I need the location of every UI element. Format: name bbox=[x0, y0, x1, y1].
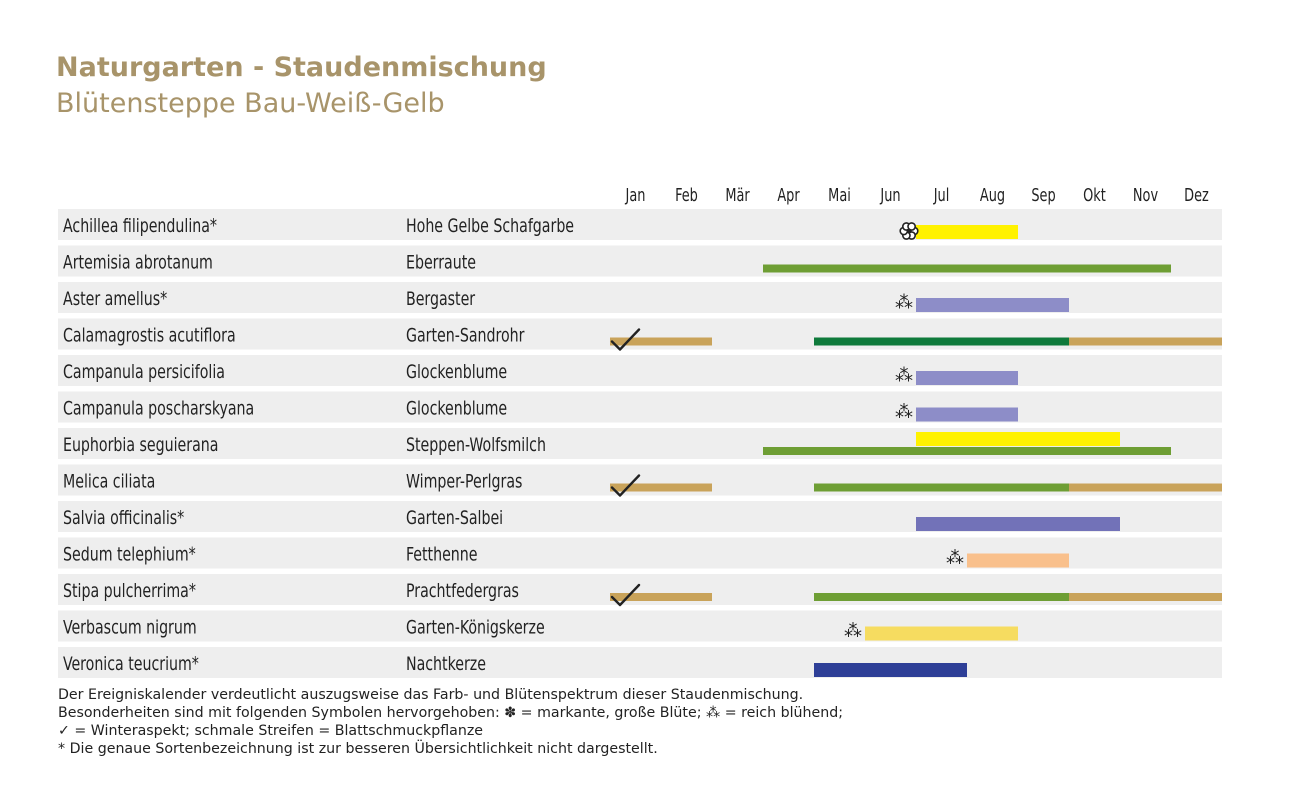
month-label: Jan bbox=[625, 185, 646, 206]
latin-name: Euphorbia seguierana bbox=[63, 435, 218, 457]
foliage-bar bbox=[1069, 337, 1222, 346]
winter-aspect-check-icon bbox=[610, 328, 641, 351]
rich-bloom-icon: ⁂ bbox=[895, 365, 913, 386]
foliage-bar bbox=[763, 264, 1171, 273]
note-line-3: ✓ = Winteraspekt; schmale Streifen = Bla… bbox=[58, 723, 484, 739]
rich-bloom-icon: ⁂ bbox=[895, 292, 913, 313]
latin-name: Artemisia abrotanum bbox=[63, 252, 213, 274]
latin-name: Salvia officinalis* bbox=[63, 508, 184, 530]
latin-name: Sedum telephium* bbox=[63, 544, 196, 566]
latin-name: Melica ciliata bbox=[63, 471, 155, 493]
german-name: Eberraute bbox=[406, 252, 476, 274]
german-name: Glockenblume bbox=[406, 362, 507, 384]
month-label: Apr bbox=[777, 185, 799, 206]
latin-name: Verbascum nigrum bbox=[63, 617, 197, 639]
latin-name: Achillea filipendulina* bbox=[63, 216, 217, 238]
foliage-bar bbox=[814, 593, 1069, 601]
table-row bbox=[58, 647, 1222, 678]
bloom-bar bbox=[916, 371, 1018, 385]
foliage-bar bbox=[814, 337, 1069, 346]
winter-aspect-check-icon bbox=[610, 474, 641, 497]
month-label: Mai bbox=[828, 185, 851, 206]
latin-name: Aster amellus* bbox=[63, 289, 167, 311]
page-title: Naturgarten - Staudenmischung bbox=[56, 52, 547, 83]
table-row bbox=[58, 209, 1222, 240]
german-name: Prachtfedergras bbox=[406, 581, 519, 603]
german-name: Nachtkerze bbox=[406, 654, 486, 676]
foliage-bar bbox=[610, 483, 712, 492]
month-label: Jun bbox=[880, 185, 901, 206]
latin-name: Stipa pulcherrima* bbox=[63, 581, 196, 603]
month-label: Sep bbox=[1031, 185, 1055, 206]
german-name: Hohe Gelbe Schafgarbe bbox=[406, 216, 574, 238]
bloom-bar bbox=[916, 407, 1018, 422]
foliage-bar bbox=[610, 337, 712, 346]
german-name: Steppen-Wolfsmilch bbox=[406, 435, 546, 457]
german-name: Garten-Sandrohr bbox=[406, 325, 525, 347]
table-row bbox=[58, 610, 1222, 642]
german-name: Fetthenne bbox=[406, 544, 478, 566]
foliage-bar bbox=[1069, 593, 1222, 601]
winter-aspect-check-icon bbox=[610, 583, 641, 607]
german-name: Bergaster bbox=[406, 289, 476, 311]
note-line-4: * Die genaue Sortenbezeichnung ist zur b… bbox=[58, 741, 658, 757]
latin-name: Calamagrostis acutiflora bbox=[63, 325, 236, 347]
page-subtitle: Blütensteppe Bau-Weiß-Gelb bbox=[56, 88, 445, 119]
foliage-bar bbox=[763, 447, 1171, 455]
month-label: Jul bbox=[933, 185, 949, 206]
month-label: Aug bbox=[980, 185, 1005, 206]
latin-name: Campanula poscharskyana bbox=[63, 398, 254, 420]
rich-bloom-icon: ⁂ bbox=[844, 621, 862, 642]
month-label: Dez bbox=[1184, 185, 1209, 206]
bloom-bar bbox=[967, 553, 1069, 568]
foliage-bar bbox=[1069, 483, 1222, 492]
month-label: Feb bbox=[675, 185, 698, 206]
latin-name: Veronica teucrium* bbox=[63, 654, 199, 676]
latin-name: Campanula persicifolia bbox=[63, 362, 225, 384]
foliage-bar bbox=[610, 593, 712, 601]
bloom-bar bbox=[814, 663, 967, 677]
note-line-1: Der Ereigniskalender verdeutlicht auszug… bbox=[58, 687, 804, 703]
german-name: Garten-Königskerze bbox=[406, 617, 545, 639]
table-row bbox=[58, 391, 1222, 423]
german-name: Wimper-Perlgras bbox=[406, 471, 522, 493]
foliage-bar bbox=[814, 483, 1069, 492]
month-label: Mär bbox=[725, 185, 749, 206]
german-name: Glockenblume bbox=[406, 398, 507, 420]
legend-notes: Der Ereigniskalender verdeutlicht auszug… bbox=[58, 686, 843, 758]
large-flower-icon bbox=[899, 222, 919, 240]
rich-bloom-icon: ⁂ bbox=[946, 548, 964, 569]
bloom-bar bbox=[916, 225, 1018, 239]
german-name: Garten-Salbei bbox=[406, 508, 503, 530]
rich-bloom-icon: ⁂ bbox=[895, 402, 913, 423]
bloom-bar bbox=[865, 626, 1018, 641]
month-label: Okt bbox=[1083, 185, 1106, 206]
bloom-bar bbox=[916, 432, 1120, 446]
bloom-bar bbox=[916, 298, 1069, 312]
bloom-bar bbox=[916, 517, 1120, 531]
note-line-2: Besonderheiten sind mit folgenden Symbol… bbox=[58, 705, 844, 721]
month-label: Nov bbox=[1133, 185, 1159, 206]
table-row bbox=[58, 355, 1222, 386]
